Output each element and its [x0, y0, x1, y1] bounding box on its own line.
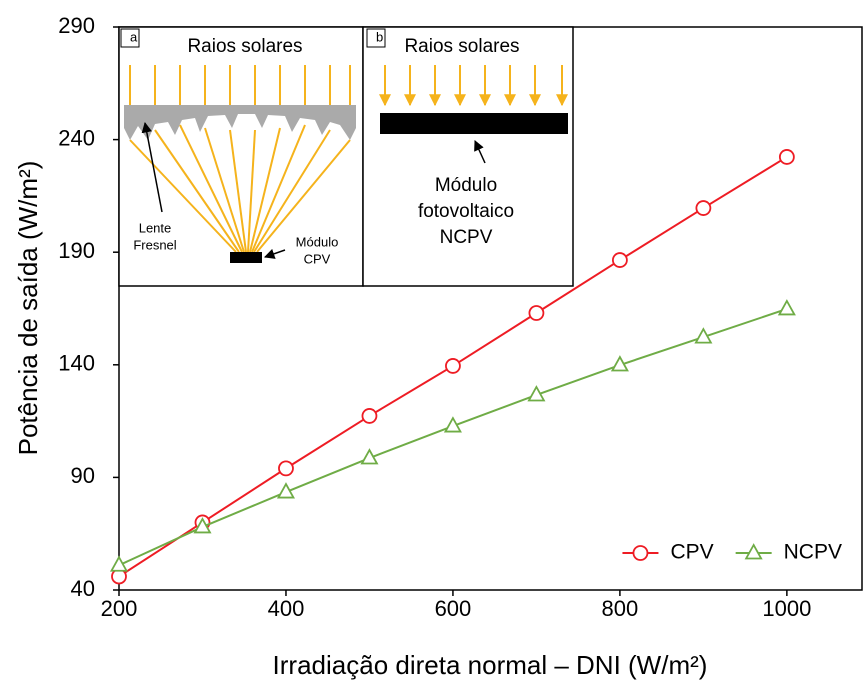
- x-tick-label: 600: [435, 596, 472, 621]
- inset-tag-box: [366, 28, 386, 48]
- inset-label: Fresnel: [133, 237, 176, 252]
- inset-label: Raios solares: [404, 36, 519, 57]
- y-tick-label: 140: [58, 351, 95, 376]
- legend-label: CPV: [670, 541, 713, 564]
- marker: [528, 305, 545, 321]
- ncpv-module: [380, 113, 568, 134]
- y-tick-label: 290: [58, 13, 95, 38]
- marker: [443, 416, 462, 433]
- marker: [445, 358, 461, 374]
- marker: [361, 408, 378, 424]
- inset-label: NCPV: [440, 227, 493, 248]
- marker: [276, 482, 295, 499]
- marker: [632, 545, 649, 561]
- y-tick-label: 190: [58, 238, 95, 263]
- marker: [611, 252, 628, 268]
- inset-tag: a: [130, 29, 138, 44]
- inset-a: a Raios solares Lente Fresnel Módulo CPV: [118, 26, 364, 287]
- inset-tag-box: [120, 28, 140, 48]
- marker: [694, 327, 713, 344]
- marker: [744, 543, 763, 560]
- legend-label: NCPV: [784, 541, 842, 564]
- inset-label: fotovoltaico: [418, 201, 514, 222]
- marker: [610, 355, 629, 372]
- y-tick-label: 90: [71, 463, 95, 488]
- arrow: [474, 140, 486, 164]
- marker: [109, 555, 129, 572]
- inset-frame: [362, 26, 574, 287]
- inset-label: Módulo: [435, 175, 497, 196]
- marker: [778, 149, 795, 165]
- y-axis-label: Potência de saída (W/m²): [13, 161, 43, 456]
- series-line: [118, 308, 788, 567]
- plot-area: [109, 149, 796, 585]
- marker: [777, 299, 796, 316]
- inset-label: Módulo: [296, 234, 339, 249]
- fresnel-lens: [124, 105, 356, 140]
- y-tick-label: 240: [58, 125, 95, 150]
- inset-b: b Raios solares Módulo fotovoltaico NCPV: [362, 26, 574, 287]
- marker: [527, 385, 546, 402]
- inset-label: CPV: [304, 251, 331, 266]
- arrow: [264, 248, 286, 259]
- marker: [193, 517, 212, 534]
- x-tick-label: 400: [268, 596, 305, 621]
- marker: [360, 448, 379, 465]
- sun-rays: [129, 65, 351, 253]
- arrow: [141, 121, 163, 213]
- sun-rays: [379, 65, 568, 107]
- x-tick-label: 200: [101, 596, 138, 621]
- cpv-module: [230, 252, 262, 263]
- inset-label: Raios solares: [187, 36, 302, 57]
- x-axis-label: Irradiação direta normal – DNI (W/m²): [273, 650, 708, 680]
- inset-tag: b: [376, 29, 383, 44]
- inset-label: Lente: [139, 220, 172, 235]
- y-tick-label: 40: [71, 576, 95, 601]
- x-tick-label: 800: [602, 596, 639, 621]
- marker: [278, 460, 294, 477]
- marker: [695, 200, 712, 216]
- x-tick-label: 1000: [762, 596, 811, 621]
